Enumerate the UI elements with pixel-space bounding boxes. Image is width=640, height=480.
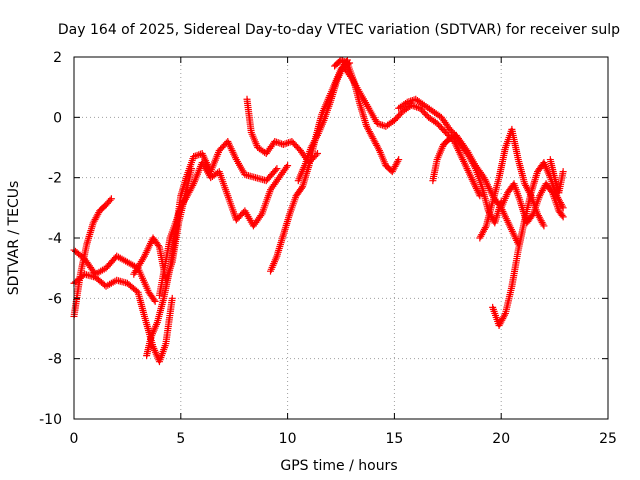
data-point (168, 294, 176, 302)
data-point (405, 98, 413, 106)
series-track-8 (267, 56, 351, 275)
data-point (471, 163, 479, 171)
series-track-2 (70, 246, 159, 305)
x-tick-label: 5 (176, 431, 185, 447)
data-point (446, 134, 454, 142)
data-point (375, 120, 383, 128)
data-point (559, 204, 567, 212)
data-point (273, 165, 281, 173)
series-track-17 (546, 156, 567, 197)
series-track-15 (489, 159, 567, 329)
x-tick-label: 0 (70, 431, 79, 447)
data-point (558, 211, 566, 219)
y-tick-label: 2 (53, 50, 62, 66)
x-tick-label: 25 (599, 431, 617, 447)
data-point (413, 103, 421, 111)
data-point (501, 311, 509, 319)
data-point (377, 121, 385, 129)
y-tick-label: -2 (48, 171, 62, 187)
series-track-11 (339, 62, 484, 200)
data-point (151, 297, 159, 305)
data-point (257, 212, 265, 220)
series-track-14 (476, 125, 548, 242)
data-point (479, 172, 487, 180)
data-point (559, 213, 567, 221)
y-tick-label: -6 (48, 291, 62, 307)
data-point (481, 224, 489, 232)
data-point (276, 139, 284, 147)
y-tick-label: -8 (48, 352, 62, 368)
data-point (313, 133, 321, 141)
y-tick-label: -4 (48, 231, 62, 247)
data-point (407, 97, 415, 105)
data-point (558, 202, 566, 210)
axis-ticks: 0 5 10 15 20 25 -10 -8 -6 -4 -2 0 2 (39, 50, 617, 447)
data-point (195, 151, 203, 159)
data-point (150, 296, 158, 304)
series-track-3 (70, 270, 176, 366)
data-point (539, 220, 547, 228)
y-tick-label: -10 (39, 412, 62, 428)
data-point (274, 139, 282, 147)
data-point (380, 122, 388, 130)
data-point (337, 56, 345, 64)
data-point (154, 242, 162, 250)
data-point (282, 163, 290, 171)
data-point (407, 101, 415, 109)
series-track-5 (143, 137, 281, 360)
data-point (547, 187, 555, 195)
data-point (106, 196, 114, 204)
data-point (190, 153, 198, 161)
x-tick-label: 10 (279, 431, 297, 447)
data-point (403, 98, 411, 106)
data-point (281, 140, 289, 148)
series-track-6 (155, 159, 292, 299)
data-point (346, 72, 354, 80)
data-point (279, 140, 287, 148)
data-point (286, 138, 294, 146)
data-point (394, 157, 402, 165)
data-point (375, 145, 383, 153)
data-point (297, 184, 305, 192)
data-point (395, 156, 403, 164)
data-point (284, 162, 292, 170)
data-point (476, 192, 484, 200)
series-track-1 (70, 195, 115, 320)
x-tick-label: 20 (492, 431, 510, 447)
data-point (528, 211, 536, 219)
series-track-16 (497, 180, 567, 227)
series-track-9 (294, 59, 354, 185)
data-point (340, 58, 348, 66)
data-point (540, 222, 548, 230)
data-point (193, 151, 201, 159)
data-points (70, 56, 567, 366)
data-point (271, 137, 279, 145)
x-tick-label: 15 (385, 431, 403, 447)
data-point (559, 168, 567, 176)
data-point (272, 138, 280, 146)
data-point (409, 102, 417, 110)
data-point (373, 119, 381, 127)
data-point (411, 102, 419, 110)
y-tick-label: 0 (53, 110, 62, 126)
y-axis-label: SDTVAR / TECUs (6, 181, 22, 296)
chart-title: Day 164 of 2025, Sidereal Day-to-day VTE… (58, 22, 620, 38)
x-axis-label: GPS time / hours (280, 458, 397, 474)
data-point (410, 96, 418, 104)
data-point (283, 139, 291, 147)
data-point (272, 166, 280, 174)
data-point (191, 152, 199, 160)
data-point (189, 181, 197, 189)
data-point (107, 195, 115, 203)
